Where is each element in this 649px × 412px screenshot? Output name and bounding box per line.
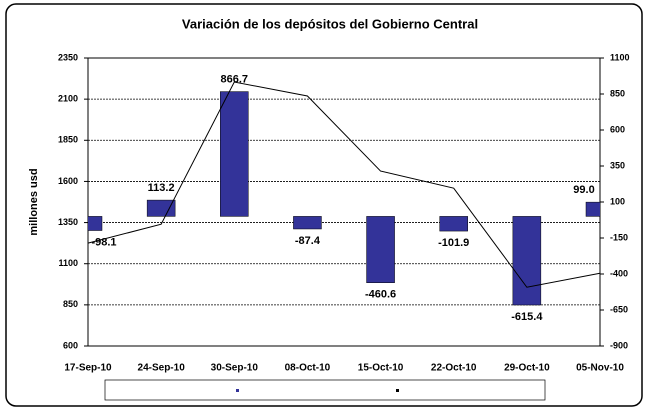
value-label: 99.0	[573, 184, 594, 196]
x-tick-label: 24-Sep-10	[138, 363, 186, 374]
y-tick-label: 1100	[58, 258, 78, 268]
bar	[366, 216, 395, 283]
y-tick-label: 1350	[58, 217, 78, 227]
y2-tick-label: -650	[610, 304, 628, 314]
x-tick-label: 17-Sep-10	[64, 363, 112, 374]
y-tick-label: 1850	[58, 135, 78, 145]
line	[87, 81, 601, 288]
y2-tick-label: 850	[610, 88, 625, 98]
y-tick-label: 600	[63, 340, 78, 350]
value-label: -460.6	[365, 289, 396, 301]
plot-clip	[88, 91, 600, 306]
x-tick-label: 08-Oct-10	[285, 363, 331, 374]
bar	[146, 199, 176, 217]
value-label: 866.7	[221, 74, 249, 86]
chart-title: Variación de los depósitos del Gobierno …	[182, 16, 478, 31]
y2-tick-label: 350	[610, 160, 625, 170]
x-tick-label: 05-Nov-10	[576, 363, 624, 374]
legend-swatch	[396, 389, 399, 392]
bar	[88, 216, 103, 231]
y-axis-label: millones usd	[28, 168, 40, 235]
y-tick-label: 850	[63, 299, 78, 309]
legend	[104, 379, 546, 401]
y2-tick-label: -150	[610, 232, 628, 242]
bar	[220, 91, 249, 217]
y-tick-label: 1600	[58, 176, 78, 186]
value-label: -101.9	[438, 237, 469, 249]
x-tick-label: 30-Sep-10	[211, 363, 259, 374]
bar	[512, 216, 542, 306]
y-tick-label: 2100	[58, 94, 78, 104]
x-tick-label: 29-Oct-10	[504, 363, 550, 374]
chart-frame	[5, 3, 643, 407]
y2-tick-label: 600	[610, 124, 625, 134]
x-tick-label: 15-Oct-10	[358, 363, 404, 374]
value-label: -98.1	[91, 236, 116, 248]
y2-tick-label: -900	[610, 340, 628, 350]
bar	[439, 216, 468, 232]
value-label: 113.2	[148, 182, 175, 194]
value-label: -87.4	[295, 235, 321, 247]
bar	[585, 201, 600, 217]
y2-tick-label: 1100	[610, 52, 630, 62]
legend-swatch	[236, 389, 239, 392]
y-tick-label: 2350	[58, 52, 78, 62]
x-tick-label: 22-Oct-10	[431, 363, 477, 374]
y2-tick-label: 100	[610, 196, 625, 206]
y2-tick-label: -400	[610, 268, 628, 278]
value-label: -615.4	[511, 311, 543, 323]
bar	[293, 216, 322, 230]
